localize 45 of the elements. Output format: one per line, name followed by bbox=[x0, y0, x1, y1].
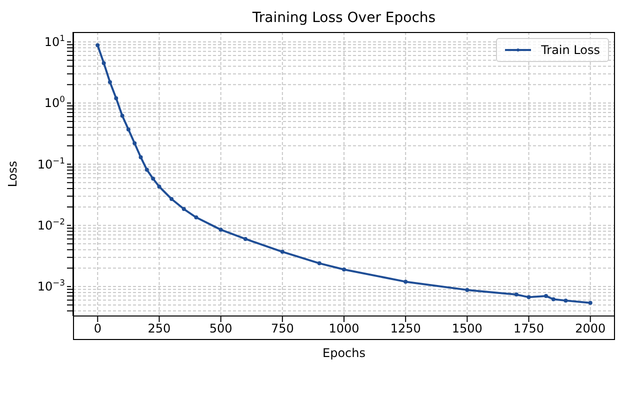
y-tick-label: 10$^{−2}$ bbox=[37, 216, 65, 233]
point bbox=[404, 280, 408, 284]
point bbox=[342, 267, 346, 272]
x-tick-label: 0 bbox=[94, 322, 102, 336]
x-tick-label: 500 bbox=[209, 322, 232, 336]
point bbox=[551, 297, 556, 302]
point bbox=[465, 288, 470, 292]
y-tick-label: 10$^{0}$ bbox=[44, 94, 65, 110]
chart-title: Training Loss Over Epochs bbox=[251, 10, 437, 26]
y-axis-title: Loss bbox=[5, 160, 20, 188]
x-tick-label: 1000 bbox=[328, 322, 360, 336]
point bbox=[120, 114, 124, 118]
point bbox=[102, 61, 106, 66]
x-tick-label: 750 bbox=[270, 322, 294, 336]
x-tick-label: 1250 bbox=[390, 322, 421, 336]
x-tick-label: 1500 bbox=[452, 322, 482, 336]
point bbox=[157, 184, 162, 189]
point bbox=[218, 228, 223, 232]
x-tick-label: 2000 bbox=[575, 322, 606, 336]
point bbox=[514, 292, 518, 297]
y-tick-label: 10$^{1}$ bbox=[44, 33, 65, 50]
point bbox=[588, 300, 592, 305]
point bbox=[138, 155, 143, 160]
point bbox=[144, 168, 149, 172]
point bbox=[114, 96, 118, 100]
legend-label: Train Loss bbox=[541, 43, 600, 57]
point bbox=[317, 261, 322, 266]
y-tick-label: 10$^{−1}$ bbox=[37, 155, 65, 172]
point bbox=[132, 141, 137, 146]
x-axis-title: Epochs bbox=[322, 346, 366, 360]
point bbox=[544, 294, 548, 298]
point bbox=[564, 298, 568, 303]
point bbox=[243, 236, 248, 241]
point bbox=[108, 80, 112, 84]
point bbox=[526, 295, 531, 300]
point bbox=[182, 207, 186, 212]
point bbox=[126, 127, 130, 132]
point bbox=[96, 43, 100, 48]
x-tick-label: 250 bbox=[148, 322, 171, 336]
point bbox=[170, 196, 174, 201]
point bbox=[194, 215, 198, 220]
point bbox=[280, 250, 284, 254]
y-tick-label: 10$^{−3}$ bbox=[37, 278, 65, 294]
point bbox=[151, 176, 156, 181]
x-tick-label: 1750 bbox=[514, 322, 544, 336]
